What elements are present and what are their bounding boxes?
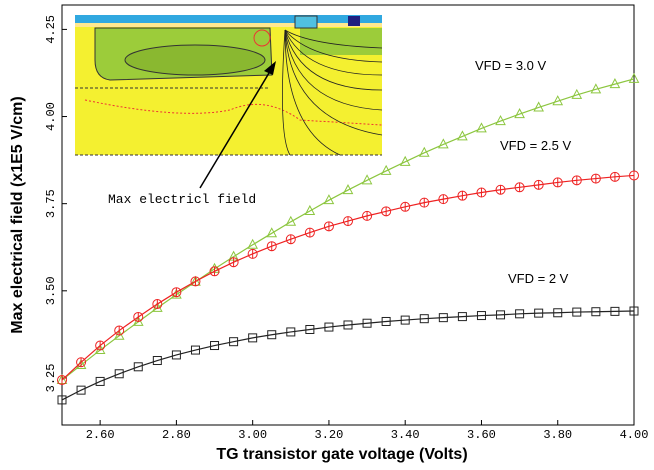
x-tick-label: 3.00 bbox=[238, 428, 267, 442]
marker bbox=[344, 217, 353, 226]
x-tick-label: 3.60 bbox=[467, 428, 496, 442]
chart: Max electricl field TG transistor gate v… bbox=[0, 0, 654, 470]
marker bbox=[382, 166, 391, 175]
inset-oxide bbox=[75, 23, 382, 27]
series bbox=[58, 307, 638, 404]
marker bbox=[286, 235, 295, 244]
marker bbox=[324, 222, 333, 231]
marker bbox=[191, 277, 200, 286]
marker bbox=[382, 207, 391, 216]
x-tick-label: 3.40 bbox=[391, 428, 420, 442]
series-label: VFD = 3.0 V bbox=[475, 58, 546, 73]
marker bbox=[401, 157, 410, 166]
marker bbox=[134, 312, 143, 321]
marker bbox=[248, 249, 257, 258]
series-label: VFD = 2 V bbox=[508, 271, 569, 286]
x-axis-title: TG transistor gate voltage (Volts) bbox=[216, 446, 467, 463]
marker bbox=[267, 242, 276, 251]
y-axis-title: Max electrical field (x1E5 V/cm) bbox=[9, 96, 26, 333]
x-tick-label: 2.60 bbox=[86, 428, 115, 442]
marker bbox=[305, 228, 314, 237]
x-tick-label: 3.20 bbox=[315, 428, 344, 442]
inset-contour bbox=[125, 45, 265, 75]
inset-top-layer bbox=[75, 15, 382, 23]
y-tick-label: 4.25 bbox=[44, 15, 58, 44]
x-tick-label: 4.00 bbox=[620, 428, 649, 442]
marker bbox=[229, 258, 238, 267]
marker bbox=[115, 326, 124, 335]
x-tick-label: 2.80 bbox=[162, 428, 191, 442]
series-label: VFD = 2.5 V bbox=[500, 138, 571, 153]
device-simulation-inset bbox=[75, 15, 382, 155]
inset-gate bbox=[348, 16, 360, 26]
y-tick-label: 4.00 bbox=[44, 102, 58, 131]
marker bbox=[96, 341, 105, 350]
annotation: Max electricl field bbox=[108, 192, 256, 207]
y-tick-label: 3.50 bbox=[44, 276, 58, 305]
marker bbox=[363, 211, 372, 220]
y-tick-label: 3.25 bbox=[44, 364, 58, 393]
y-tick-label: 3.75 bbox=[44, 189, 58, 218]
inset-gate bbox=[295, 16, 317, 28]
marker bbox=[153, 300, 162, 309]
marker bbox=[401, 202, 410, 211]
x-tick-label: 3.80 bbox=[543, 428, 572, 442]
inset-region bbox=[300, 28, 382, 55]
series-line bbox=[62, 311, 634, 400]
